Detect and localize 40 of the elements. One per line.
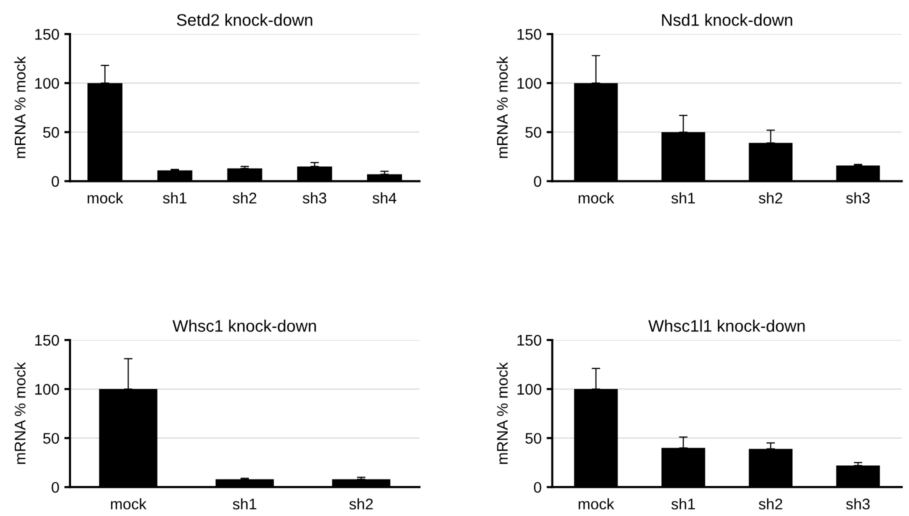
x-tick-label: sh2 — [758, 498, 782, 510]
x-tick-label: sh2 — [349, 498, 373, 510]
x-tick-label: sh1 — [162, 192, 186, 204]
y-tick-label: 50 — [43, 432, 59, 444]
y-tick-label: 50 — [525, 432, 542, 444]
y-tick-label: 150 — [518, 28, 542, 40]
x-tick-label: mock — [88, 192, 124, 204]
y-axis-title: mRNA % mock — [14, 56, 26, 158]
y-tick-label: 50 — [43, 126, 59, 138]
y-axis-title: mRNA % mock — [496, 362, 508, 464]
y-tick-label: 150 — [35, 28, 59, 40]
y-axis-title: mRNA % mock — [14, 362, 26, 464]
x-tick-label: sh1 — [671, 498, 695, 510]
y-tick-label: 150 — [518, 334, 542, 346]
x-tick-label: sh4 — [372, 192, 396, 204]
y-tick-label: 100 — [35, 384, 59, 395]
y-tick-label: 150 — [35, 334, 59, 346]
x-tick-label: sh1 — [671, 192, 695, 204]
x-tick-label: sh3 — [846, 498, 870, 510]
y-tick-label: 0 — [52, 482, 59, 493]
y-tick-label: 100 — [35, 78, 59, 89]
y-tick-label: 100 — [518, 384, 542, 395]
chart-title: Whsc1l1 knock-down — [648, 320, 805, 332]
x-tick-label: mock — [578, 498, 614, 510]
chart-title: Setd2 knock-down — [176, 14, 312, 26]
x-tick-label: sh3 — [846, 192, 870, 204]
chart-title: Nsd1 knock-down — [662, 14, 792, 26]
x-tick-label: sh2 — [758, 192, 782, 204]
x-tick-label: mock — [578, 192, 614, 204]
y-tick-label: 0 — [534, 176, 542, 187]
y-tick-label: 0 — [52, 176, 59, 187]
y-tick-label: 0 — [534, 482, 542, 493]
chart-title: Whsc1 knock-down — [172, 320, 316, 332]
x-tick-label: mock — [111, 498, 147, 510]
x-tick-label: sh3 — [302, 192, 326, 204]
x-tick-label: sh1 — [232, 498, 256, 510]
x-tick-label: sh2 — [232, 192, 256, 204]
y-tick-label: 50 — [525, 126, 542, 138]
y-tick-label: 100 — [518, 78, 542, 89]
y-axis-title: mRNA % mock — [496, 56, 508, 158]
